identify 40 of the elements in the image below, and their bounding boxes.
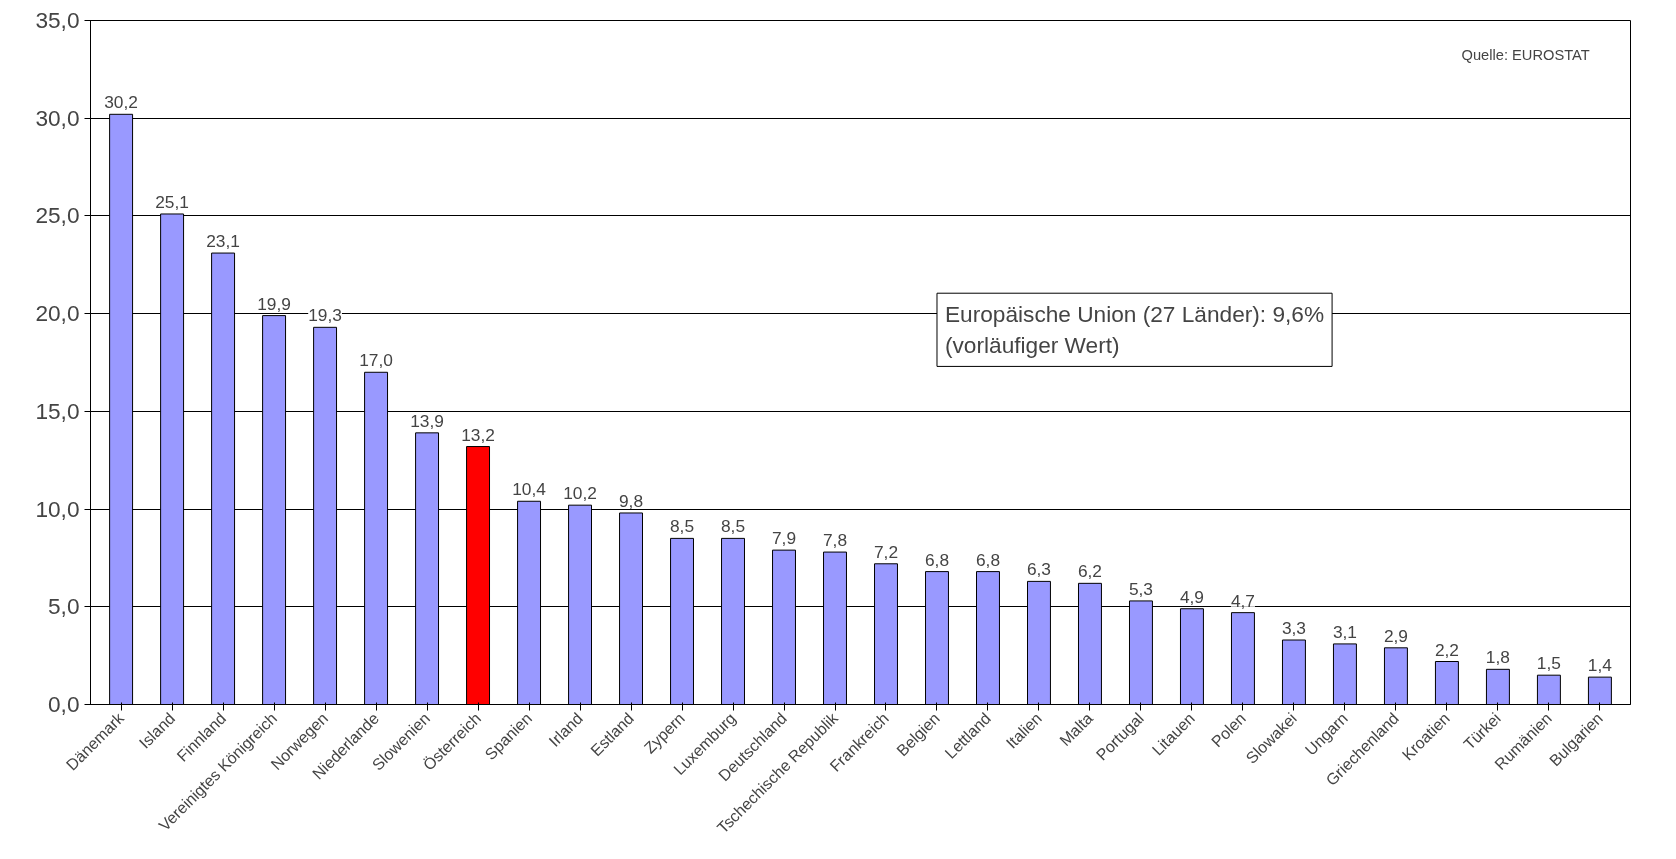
data-label: 6,3 xyxy=(1026,559,1052,580)
data-label: 19,9 xyxy=(257,293,291,314)
data-label: 7,8 xyxy=(822,530,848,551)
data-label: 17,0 xyxy=(359,350,393,371)
data-label: 4,9 xyxy=(1179,586,1205,607)
data-label: 7,9 xyxy=(771,528,797,549)
annotation: Europäische Union (27 Länder): 9,6% (vorläufiger Wert) xyxy=(944,301,1325,359)
data-label: 4,7 xyxy=(1230,590,1255,611)
data-label: 3,1 xyxy=(1332,621,1357,642)
data-label: 6,2 xyxy=(1077,561,1103,582)
data-label: 6,8 xyxy=(975,549,1001,570)
data-label: 19,3 xyxy=(308,305,342,326)
y-tick-label: 0,0 xyxy=(48,691,80,717)
data-label: 25,1 xyxy=(155,191,189,212)
data-label: 8,5 xyxy=(669,516,695,537)
data-label: 10,4 xyxy=(512,479,547,500)
data-label: 3,3 xyxy=(1281,618,1306,639)
y-tick-label: 10,0 xyxy=(35,495,80,522)
data-label: 13,9 xyxy=(410,410,444,431)
data-label: 23,1 xyxy=(206,231,240,252)
y-tick-label: 5,0 xyxy=(48,593,80,620)
y-tick-label: 25,0 xyxy=(35,202,80,229)
y-tick-label: 15,0 xyxy=(35,397,80,424)
y-tick-label: 20,0 xyxy=(35,300,80,327)
data-label: 9,8 xyxy=(618,490,644,511)
data-label: 8,5 xyxy=(720,516,746,537)
annotation: Quelle: EUROSTAT xyxy=(1461,47,1590,64)
data-label: 7,2 xyxy=(873,541,899,562)
y-tick-label: 30,0 xyxy=(35,104,80,131)
data-label: 1,8 xyxy=(1485,647,1510,668)
data-label: 2,2 xyxy=(1434,639,1459,660)
data-label: 1,4 xyxy=(1587,655,1613,676)
y-tick-label: 35,0 xyxy=(35,7,80,33)
data-label: 10,2 xyxy=(563,483,597,504)
data-label: 1,5 xyxy=(1536,653,1561,674)
data-label: 13,2 xyxy=(461,424,495,445)
data-label: 2,9 xyxy=(1383,625,1408,646)
data-label: 5,3 xyxy=(1128,578,1154,599)
data-label: 6,8 xyxy=(924,549,950,570)
data-label: 30,2 xyxy=(104,92,138,113)
